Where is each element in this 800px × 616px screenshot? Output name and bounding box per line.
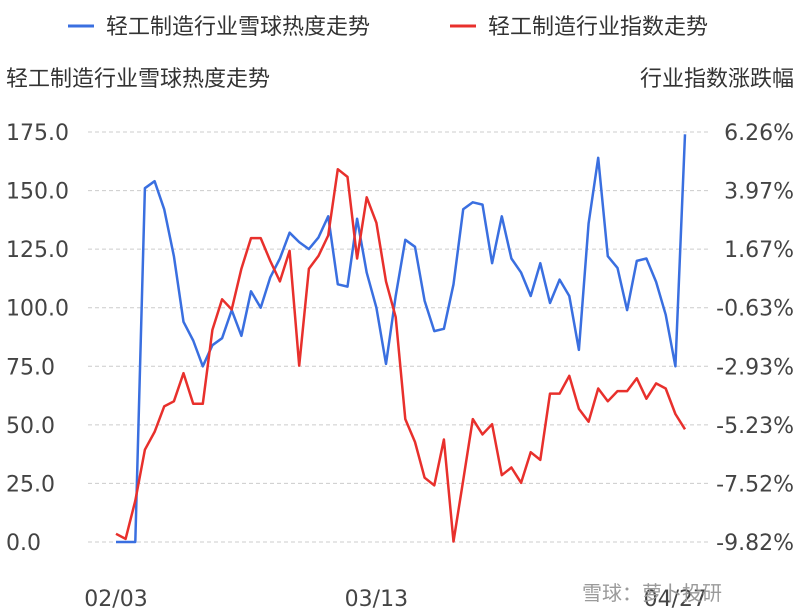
gridlines	[88, 131, 708, 543]
series-lines	[115, 134, 687, 544]
x-tick-label: 03/13	[345, 587, 408, 612]
series-line-heat	[116, 134, 687, 544]
left-tick-label: 125.0	[6, 238, 69, 263]
right-tick-label: -2.93%	[716, 355, 794, 380]
x-tick-label: 04/27	[644, 587, 707, 612]
legend-label-heat: 轻工制造行业雪球热度走势	[106, 15, 370, 40]
left-tick-label: 0.0	[6, 531, 41, 556]
watermark: 雪球：萝卜投研	[582, 581, 722, 605]
right-tick-label: -5.23%	[716, 414, 794, 439]
right-tick-label: 6.26%	[724, 121, 794, 146]
left-tick-label: 50.0	[6, 414, 55, 439]
right-axis-ticks: 6.26% 3.97% 1.67% -0.63% -2.93% -5.23% -7.52% -…	[716, 121, 794, 556]
x-tick-label: 02/03	[84, 587, 147, 612]
right-tick-label: -7.52%	[716, 472, 794, 497]
series-line-index	[115, 167, 687, 543]
right-tick-label: 3.97%	[724, 180, 794, 205]
left-tick-label: 25.0	[6, 472, 55, 497]
legend: 轻工制造行业雪球热度走势 轻工制造行业指数走势	[68, 15, 708, 40]
right-tick-label: -9.82%	[716, 531, 794, 556]
left-tick-label: 100.0	[6, 297, 69, 322]
right-tick-label: 1.67%	[724, 238, 794, 263]
x-axis-ticks: 02/03 03/13 04/27	[84, 587, 707, 612]
left-tick-label: 150.0	[6, 180, 69, 205]
legend-label-index: 轻工制造行业指数走势	[488, 15, 708, 40]
right-tick-label: -0.63%	[716, 297, 794, 322]
left-axis-title: 轻工制造行业雪球热度走势	[6, 67, 270, 92]
left-tick-label: 75.0	[6, 355, 55, 380]
right-axis-title: 行业指数涨跌幅	[640, 67, 794, 92]
left-tick-label: 175.0	[6, 121, 69, 146]
left-axis-ticks: 175.0 150.0 125.0 100.0 75.0 50.0 25.0 0.0	[6, 121, 69, 556]
